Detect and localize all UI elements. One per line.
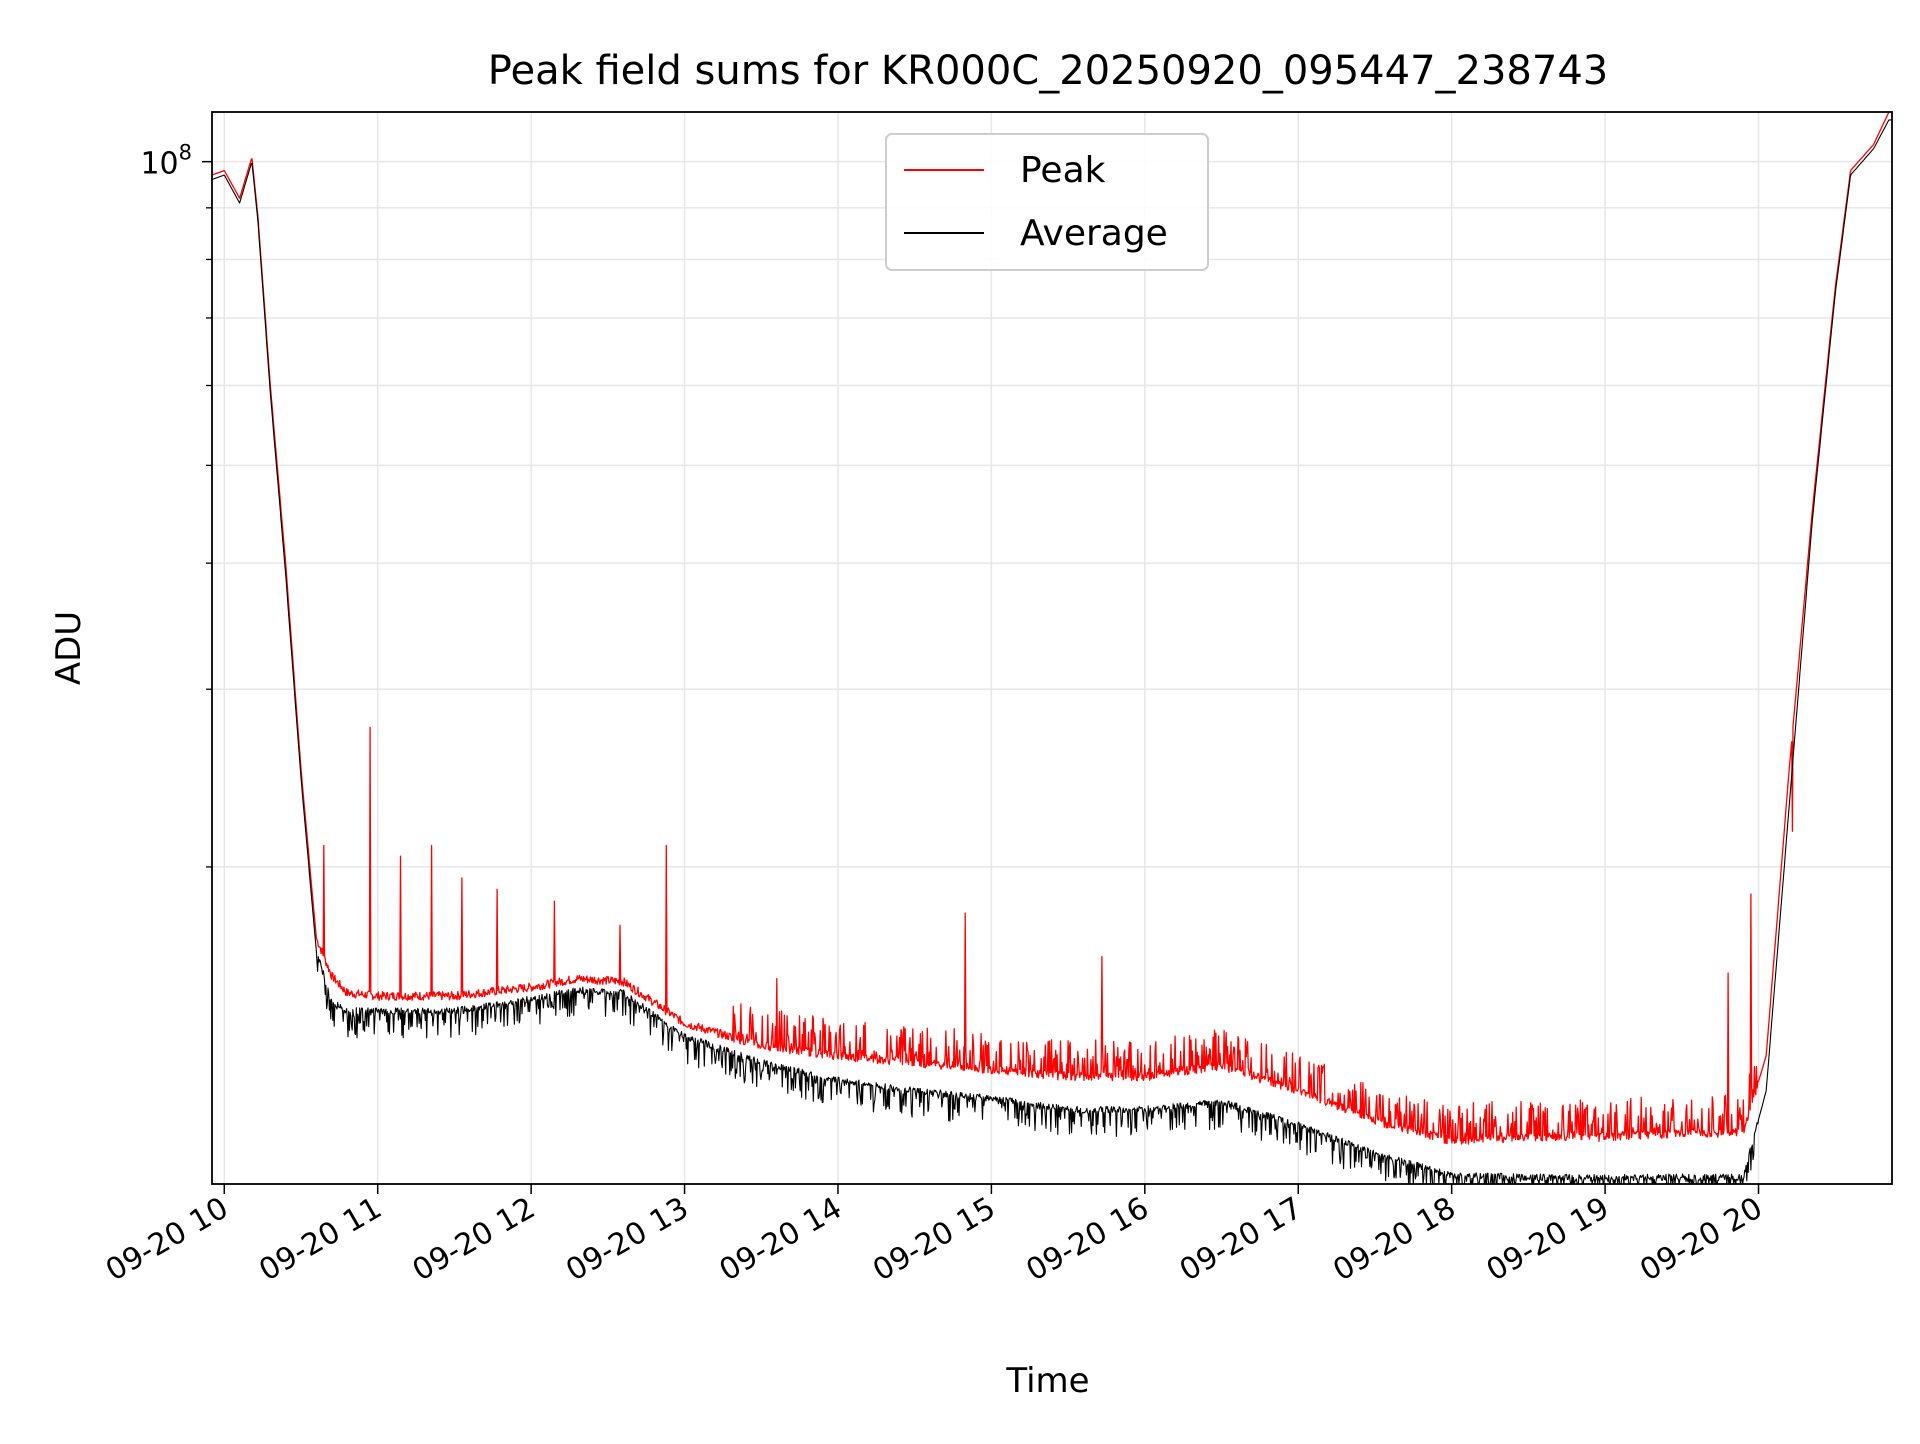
x-axis-label: Time	[1005, 1361, 1089, 1401]
axes-frame	[211, 111, 1893, 1185]
legend: Peak Average	[885, 133, 1209, 271]
grid	[212, 112, 1892, 1184]
legend-label-average: Average	[1020, 213, 1168, 254]
y-axis-label: ADU	[49, 611, 89, 685]
series-line-peak	[211, 111, 1892, 1145]
series-layer	[211, 111, 1892, 1185]
chart-title: Peak field sums for KR000C_20250920_0954…	[488, 48, 1608, 94]
series-line-average	[211, 119, 1892, 1185]
legend-box	[885, 133, 1209, 271]
y-tick-label: 108	[140, 141, 192, 182]
legend-label-peak: Peak	[1020, 150, 1106, 191]
